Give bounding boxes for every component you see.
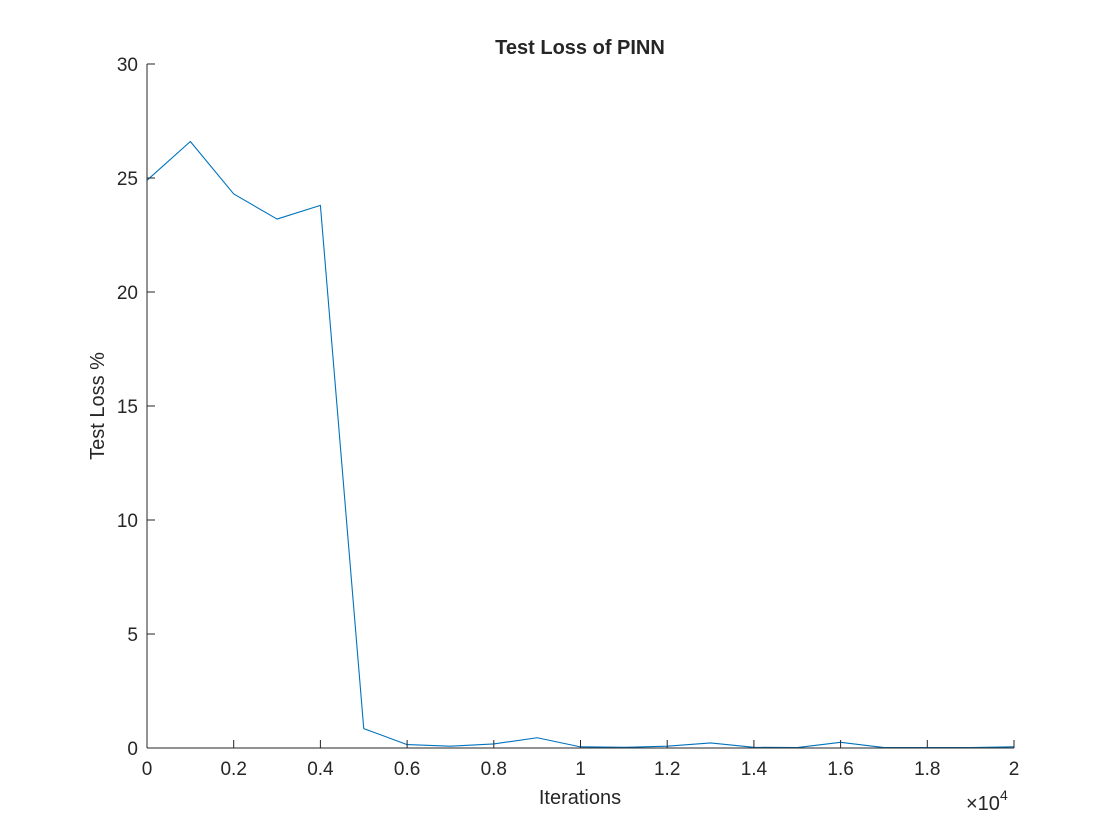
x-axis-label: Iterations — [539, 787, 621, 809]
x-axis-multiplier-exponent: 4 — [1000, 787, 1008, 803]
x-tick-label: 0.6 — [394, 759, 420, 780]
x-tick-label: 0.8 — [481, 759, 507, 780]
plot-area — [146, 140, 1015, 749]
x-tick-label: 2 — [1009, 759, 1020, 780]
y-tick-label: 15 — [117, 397, 138, 418]
y-tick-label: 10 — [117, 511, 138, 532]
y-axis-label: Test Loss % — [87, 352, 109, 460]
y-tick-label: 0 — [127, 739, 138, 760]
chart-title: Test Loss of PINN — [495, 37, 665, 59]
x-tick-label: 0.2 — [220, 759, 246, 780]
y-tick-label: 5 — [127, 625, 138, 646]
x-axis-multiplier: ×104 — [966, 787, 1008, 815]
x-tick-label: 0 — [142, 759, 153, 780]
x-tick-label: 1.6 — [827, 759, 853, 780]
x-axis: 0 0.2 0.4 0.6 0.8 1 1.2 1.4 1.6 1.8 2 — [142, 740, 1020, 780]
x-tick-label: 1 — [575, 759, 586, 780]
y-tick-label: 20 — [117, 283, 138, 304]
x-tick-label: 1.8 — [914, 759, 940, 780]
y-axis: 0 5 10 15 20 25 30 — [117, 55, 155, 760]
series-line — [146, 140, 1015, 749]
x-tick-label: 1.2 — [654, 759, 680, 780]
y-tick-label: 25 — [117, 169, 138, 190]
x-tick-label: 0.4 — [307, 759, 334, 780]
x-tick-label: 1.4 — [741, 759, 768, 780]
y-tick-label: 30 — [117, 55, 138, 76]
